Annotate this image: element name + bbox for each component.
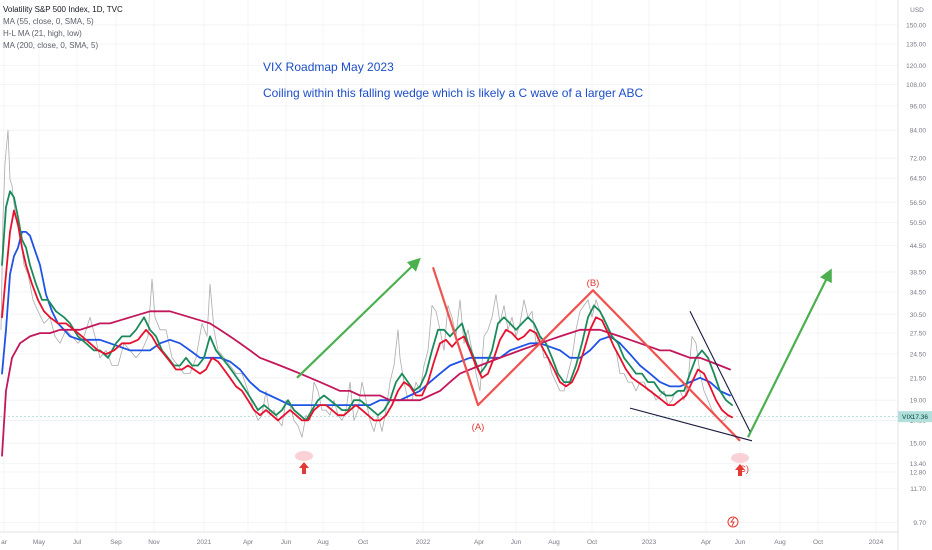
y-tick-label: 30.50 xyxy=(910,312,927,319)
y-tick-label: 13.40 xyxy=(910,461,927,468)
wave-abc-zigzag xyxy=(431,266,741,442)
y-tick-label: 150.00 xyxy=(906,22,926,29)
wave-label: (A) xyxy=(472,422,485,433)
indicator-ma55[interactable]: MA (55, close, 0, SMA, 5) xyxy=(3,17,94,26)
markers: (A)(B)C) xyxy=(295,278,749,528)
y-tick-label: 27.50 xyxy=(910,331,927,338)
wave-projection-up-2023 xyxy=(747,268,832,438)
low-highlight-icon xyxy=(731,453,749,463)
chart-legend: Volatility S&P 500 Index, 1D, TVC MA (55… xyxy=(3,4,123,52)
x-tick-label: Sep xyxy=(110,539,122,546)
wedge-upper xyxy=(689,311,751,432)
y-tick-label: 9.70 xyxy=(913,520,926,527)
y-tick-label: 96.00 xyxy=(910,103,927,110)
chart-title[interactable]: Volatility S&P 500 Index, 1D, TVC xyxy=(3,5,123,14)
x-tick-label: Aug xyxy=(774,539,786,546)
grid xyxy=(0,0,898,532)
indicator-ma200[interactable]: MA (200, close, 0, SMA, 5) xyxy=(3,41,99,50)
y-axis-unit: USD xyxy=(910,7,924,14)
last-price-value: 17.36 xyxy=(912,414,929,421)
y-tick-label: 21.50 xyxy=(910,375,927,382)
wave-lines xyxy=(296,257,832,442)
x-tick-label: 2022 xyxy=(416,539,431,546)
x-tick-label: Nov xyxy=(148,539,160,546)
y-tick-label: 44.50 xyxy=(910,243,927,250)
wave-projection-up-2021 xyxy=(296,257,421,379)
lightning-icon xyxy=(730,517,735,527)
y-tick-label: 64.50 xyxy=(910,176,927,183)
y-tick-label: 15.00 xyxy=(910,441,927,448)
x-axis: ar May Jul Sep Nov 2021 Apr Jun Aug Oct 2022 Apr Jun… xyxy=(0,531,898,546)
x-tick-label: Oct xyxy=(358,539,368,546)
series-line-4 xyxy=(1,209,733,422)
x-tick-label: Oct xyxy=(813,539,823,546)
annotation-roadmap-note: Coiling within this falling wedge which … xyxy=(263,86,644,100)
y-tick-label: 56.50 xyxy=(910,200,927,207)
y-tick-label: 50.50 xyxy=(910,220,927,227)
y-tick-label: 84.00 xyxy=(910,128,927,135)
y-tick-label: 135.00 xyxy=(906,42,926,49)
x-tick-label: Jul xyxy=(73,539,82,546)
x-tick-label: Jun xyxy=(281,539,292,546)
y-tick-label: 11.70 xyxy=(910,486,926,493)
last-price-symbol: VIX xyxy=(902,414,913,421)
x-tick-label: 2021 xyxy=(197,539,212,546)
x-tick-label: Aug xyxy=(548,539,560,546)
x-tick-label: Apr xyxy=(701,539,712,546)
x-tick-label: Aug xyxy=(317,539,329,546)
y-tick-label: 34.50 xyxy=(910,289,927,296)
wedge-lower xyxy=(629,407,753,442)
wave-label: (B) xyxy=(587,278,600,289)
up-arrow-icon xyxy=(299,462,309,474)
event-marker-icon xyxy=(727,516,739,528)
x-tick-label: Apr xyxy=(474,539,485,546)
y-tick-label: 120.00 xyxy=(906,63,926,70)
x-tick-label: Jun xyxy=(735,539,746,546)
up-arrow-icon xyxy=(735,464,745,476)
x-tick-label: Apr xyxy=(243,539,254,546)
series-line-0 xyxy=(0,129,733,438)
x-tick-label: 2024 xyxy=(869,539,884,546)
x-tick-label: ar xyxy=(1,539,8,546)
y-tick-label: 12.80 xyxy=(910,470,927,477)
y-axis: USD9.7011.7012.8013.4015.0017.0019.0021.… xyxy=(897,0,932,550)
series-line-2 xyxy=(1,190,733,422)
low-highlight-icon xyxy=(295,451,313,461)
x-tick-label: 2023 xyxy=(642,539,657,546)
series-layer xyxy=(0,129,733,457)
last-price-tag xyxy=(898,411,932,423)
indicator-hl-ma21[interactable]: H-L MA (21, high, low) xyxy=(3,29,82,38)
y-tick-label: 108.00 xyxy=(906,82,926,89)
x-tick-label: Jun xyxy=(511,539,522,546)
x-tick-label: May xyxy=(33,539,46,546)
annotation-roadmap-title: VIX Roadmap May 2023 xyxy=(263,60,394,74)
y-tick-label: 38.50 xyxy=(910,269,927,276)
series-line-1 xyxy=(1,231,731,406)
y-tick-label: 24.50 xyxy=(910,352,927,359)
y-tick-label: 19.00 xyxy=(910,398,927,405)
x-tick-label: Oct xyxy=(587,539,597,546)
y-tick-label: 72.00 xyxy=(910,156,927,163)
